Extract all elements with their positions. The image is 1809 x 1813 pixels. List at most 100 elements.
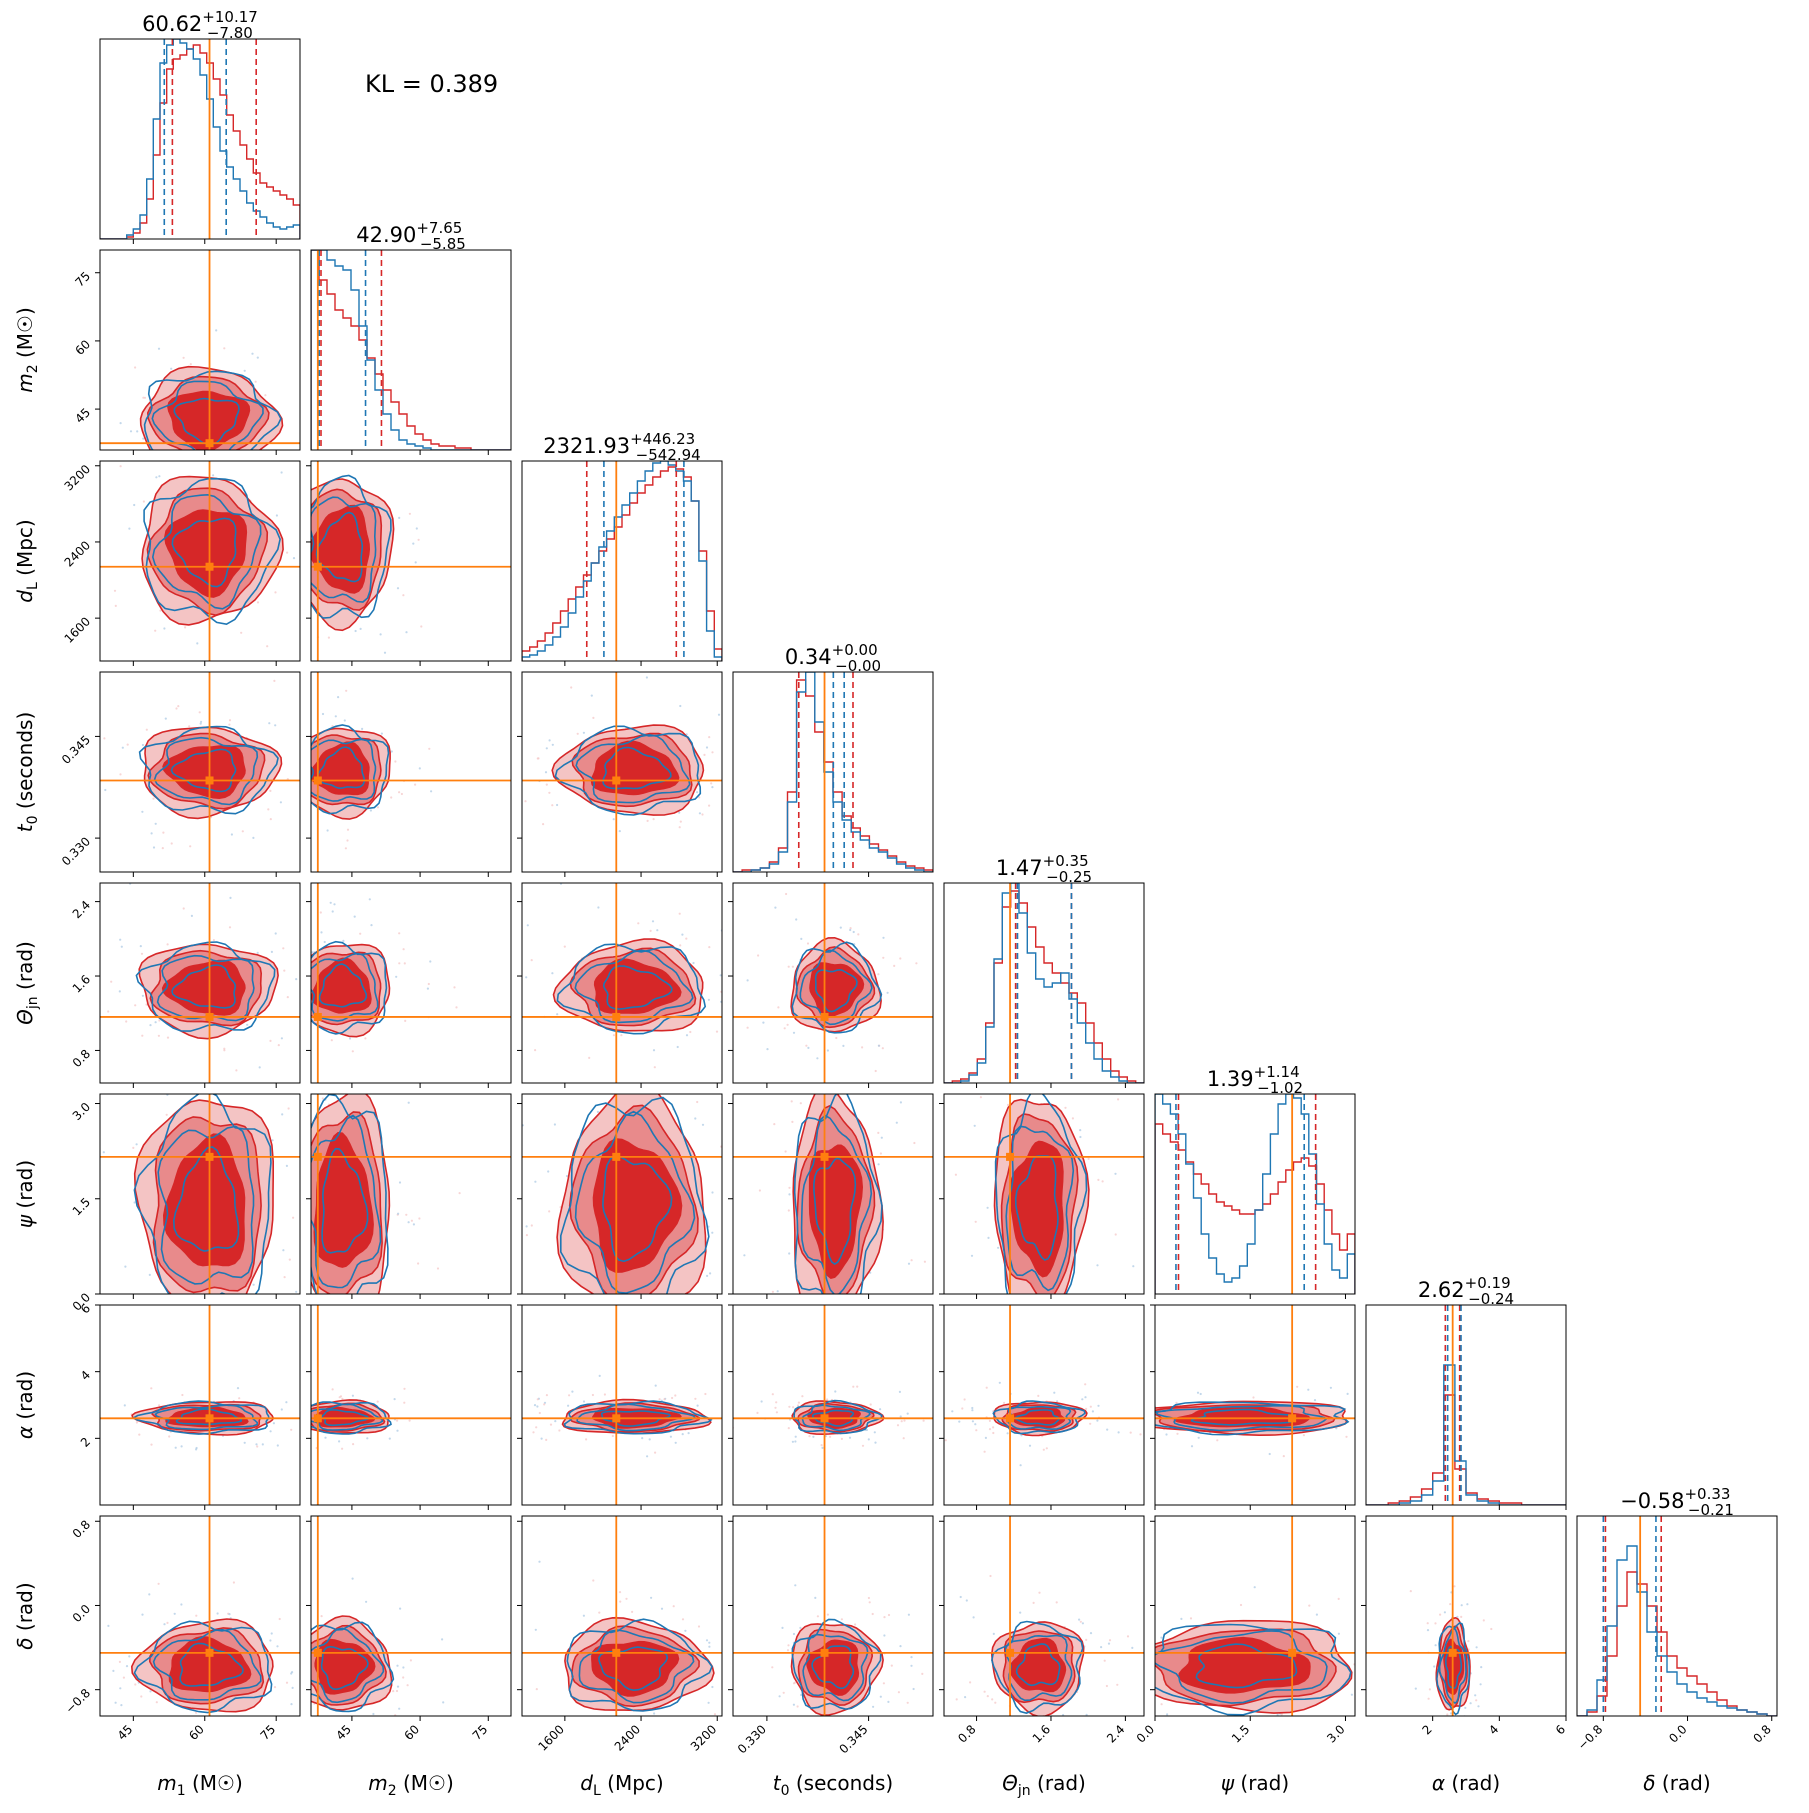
y-axis-label-t0: t0 (seconds) (13, 712, 41, 832)
sample-point (748, 1439, 750, 1441)
sample-point (300, 1099, 302, 1101)
y-axis-label-dL: dL (Mpc) (13, 519, 41, 602)
sample-point (331, 1063, 333, 1065)
sample-point (278, 1617, 281, 1621)
sample-point (290, 1703, 293, 1706)
sample-point (289, 935, 291, 937)
sample-point (538, 1560, 541, 1563)
sample-point (1131, 1646, 1134, 1649)
sample-point (1089, 1405, 1092, 1408)
sample-point (1037, 1394, 1040, 1397)
sample-point (359, 932, 362, 935)
sample-point (517, 1662, 519, 1664)
sample-point (1100, 1646, 1103, 1649)
sample-point (223, 1047, 226, 1050)
sample-point (408, 1419, 411, 1422)
sample-point (251, 352, 254, 355)
sample-point (641, 1437, 644, 1440)
sample-point (787, 1427, 790, 1430)
sample-point (302, 1001, 304, 1003)
sample-point (545, 783, 548, 786)
sample-point (1467, 1640, 1470, 1643)
sample-point (1189, 1617, 1193, 1620)
sample-point (1196, 1391, 1200, 1394)
sample-point (872, 1705, 875, 1708)
sample-point (162, 831, 165, 834)
sample-point (214, 1734, 216, 1736)
sample-point (951, 1410, 954, 1413)
sample-point (903, 1419, 906, 1422)
sample-point (277, 1044, 280, 1047)
sample-point (1409, 1590, 1412, 1593)
sample-point (746, 979, 749, 982)
sample-point (1443, 1611, 1446, 1614)
sample-point (792, 1703, 796, 1706)
sample-point (1359, 1413, 1361, 1415)
contour-blue-mid (574, 949, 694, 1024)
y-axis-label-delta: δ (rad) (13, 1582, 37, 1649)
sample-point (821, 1446, 824, 1449)
contour-blue-inner (179, 1642, 244, 1687)
sample-point (128, 527, 131, 530)
contour-red-inner (162, 1133, 246, 1267)
sample-point (1079, 1129, 1082, 1132)
sample-point (654, 1384, 657, 1387)
sample-point (959, 1595, 962, 1599)
sample-point (746, 1026, 749, 1029)
sample-point (1180, 1617, 1183, 1620)
sample-point (590, 694, 593, 697)
contour-blue-mid (1438, 1628, 1467, 1704)
sample-point (119, 773, 122, 776)
sample-point (292, 538, 294, 540)
sample-point (398, 1707, 401, 1710)
sample-point (258, 1066, 261, 1069)
sample-point (269, 1639, 272, 1642)
sample-point (296, 1632, 298, 1634)
sample-point (114, 1701, 117, 1704)
sample-point (852, 1385, 855, 1388)
sample-point (989, 1574, 992, 1578)
sample-point (988, 1428, 992, 1431)
sample-point (149, 1024, 152, 1027)
sample-point (417, 425, 419, 427)
sample-point (840, 1618, 844, 1621)
sample-point (1482, 1619, 1485, 1622)
sample-point (1427, 1676, 1429, 1678)
sample-point (267, 801, 269, 803)
sample-point (352, 1443, 355, 1446)
sample-point (455, 1006, 458, 1009)
sample-point (397, 1212, 400, 1215)
sample-point (152, 797, 155, 800)
sample-point (277, 1103, 279, 1105)
sample-point (923, 1260, 927, 1263)
sample-point (1378, 1404, 1380, 1406)
sample-point (279, 997, 281, 999)
sample-point (394, 760, 397, 763)
sample-point (334, 715, 337, 718)
y-axis-label-m2: m2 (M☉) (13, 307, 41, 393)
contour-blue-outer (994, 1094, 1088, 1294)
sample-point (134, 366, 137, 369)
sample-point (16, 1698, 18, 1700)
sample-point (410, 1219, 413, 1222)
sample-point (323, 415, 325, 417)
sample-point (619, 1600, 622, 1603)
sample-point (540, 1437, 543, 1440)
sample-point (292, 1435, 294, 1437)
sample-point (992, 1632, 995, 1635)
sample-point (278, 471, 280, 473)
sample-point (698, 812, 702, 815)
sample-point (882, 1682, 886, 1685)
sample-point (525, 976, 528, 979)
hist-red-m1 (100, 44, 300, 239)
sample-point (1446, 1713, 1449, 1716)
sample-point (395, 1689, 399, 1693)
sample-point (559, 1075, 561, 1077)
sample-point (784, 1150, 787, 1153)
sample-point (645, 676, 649, 679)
sample-point (379, 633, 382, 636)
panel-m2-alpha (292, 1304, 512, 1510)
sample-point (882, 1310, 884, 1312)
sample-point (1027, 1768, 1029, 1770)
hist-blue-m1 (100, 39, 300, 239)
